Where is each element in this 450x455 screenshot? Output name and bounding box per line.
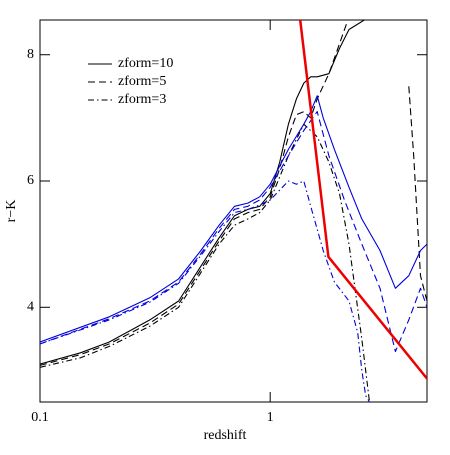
- series-line: [40, 123, 371, 402]
- x-tick-label: 0.1: [31, 410, 49, 425]
- series-line: [40, 20, 427, 366]
- y-tick-label: 6: [27, 173, 34, 188]
- x-tick-label: 1: [267, 410, 274, 425]
- y-tick-label: 4: [27, 300, 34, 315]
- legend-label: zform=5: [118, 74, 166, 89]
- y-axis-label: r−K: [4, 200, 19, 223]
- series-line: [40, 20, 366, 365]
- plot-area: [40, 20, 427, 402]
- legend-label: zform=10: [118, 56, 173, 71]
- y-tick-label: 8: [27, 47, 34, 62]
- plot-frame: [39, 19, 428, 403]
- series-line: [40, 111, 427, 353]
- series-line: [298, 20, 427, 380]
- legend-label: zform=3: [118, 92, 166, 107]
- x-axis-label: redshift: [204, 428, 247, 443]
- series-line: [40, 180, 370, 402]
- series-line: [40, 95, 427, 343]
